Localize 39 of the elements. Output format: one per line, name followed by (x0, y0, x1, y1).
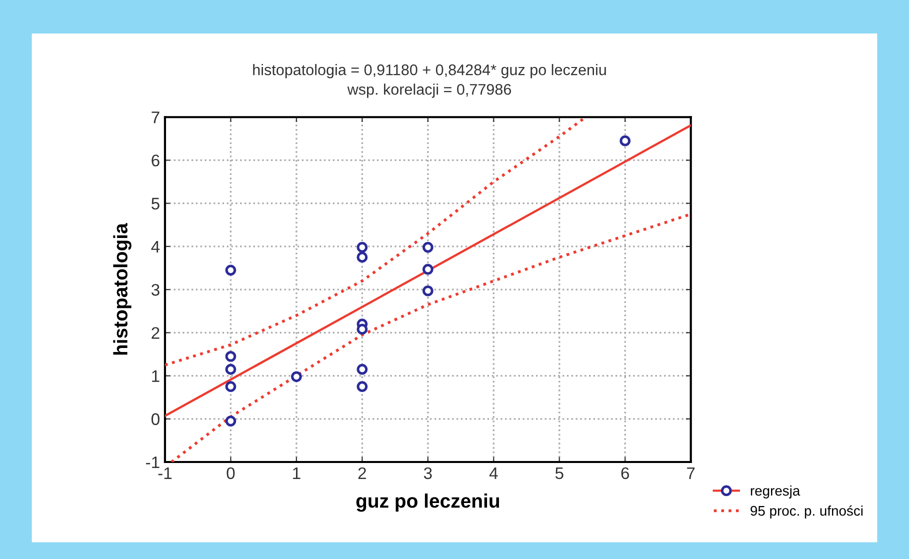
point (356, 364, 368, 375)
point (620, 135, 631, 146)
y-tick-label: 4 (151, 241, 160, 252)
x-tick-label: 2 (358, 467, 366, 479)
point (225, 381, 236, 392)
y-tick-label: 1 (152, 370, 160, 382)
point (422, 285, 434, 296)
chart-title: histopatologia = 0,91180 + 0,84284* guz po leczeniu (253, 64, 606, 78)
x-tick-label: 1 (293, 467, 300, 479)
point (422, 264, 434, 275)
point (356, 252, 368, 263)
point (225, 350, 236, 362)
x-tick-label: 7 (687, 467, 695, 479)
legend-label: 95 proc. p. ufności (750, 505, 863, 518)
point (225, 364, 236, 375)
line-series (170, 212, 691, 462)
y-axis-title: histopatologia (113, 223, 132, 355)
point (225, 264, 236, 276)
y-tick-label: 3 (151, 284, 160, 296)
x-tick-label: 0 (226, 467, 235, 480)
x-axis-title: guz po leczeniu (356, 494, 500, 512)
x-tick-label: 5 (555, 467, 564, 480)
y-tick-label: 5 (152, 198, 160, 210)
point (356, 242, 368, 253)
x-tick-label: 6 (621, 467, 630, 480)
point (291, 371, 302, 382)
point (225, 416, 236, 426)
point (356, 381, 368, 392)
y-tick-label: 0 (152, 413, 160, 426)
chart-subtitle: wsp. korelacji = 0,77986 (347, 84, 511, 98)
legend-label: regresja (750, 485, 800, 498)
y-tick-label: 6 (152, 154, 160, 166)
x-tick-label: 4 (489, 467, 498, 479)
y-tick-label: 2 (152, 327, 160, 339)
point (422, 242, 434, 253)
y-tick-label: -1 (146, 456, 160, 468)
y-tick-label: 7 (152, 112, 160, 124)
x-tick-label: 3 (424, 467, 432, 480)
point (356, 324, 368, 335)
